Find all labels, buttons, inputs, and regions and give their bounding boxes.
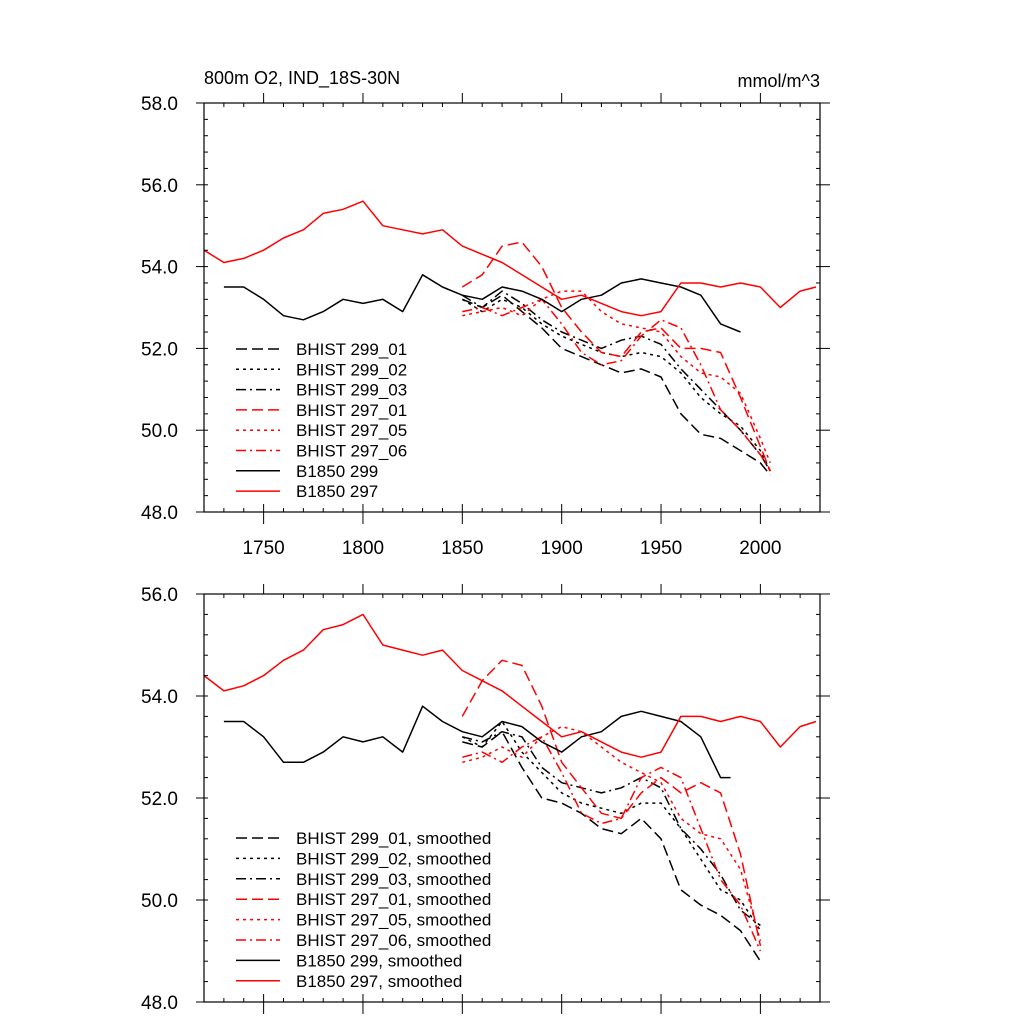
series-layer (203, 200, 817, 476)
legend-label: BHIST 299_01 (296, 340, 407, 359)
legend-label: BHIST 299_02 (296, 360, 407, 379)
y-tick-label: 48.0 (141, 993, 178, 1014)
legend-label: B1850 297, smoothed (296, 972, 462, 991)
y-tick-label: 54.0 (141, 258, 178, 279)
legend-label: B1850 299 (296, 462, 378, 481)
y-tick-label: 54.0 (141, 687, 178, 708)
x-tick-label: 1850 (441, 538, 483, 559)
y-tick-label: 52.0 (141, 339, 178, 360)
x-tick-label: 1750 (242, 538, 284, 559)
x-tick-label: 1900 (541, 538, 583, 559)
plot-frame (203, 102, 821, 513)
legend-label: BHIST 297_01 (296, 401, 407, 420)
series-line-6 (462, 298, 771, 472)
series-line-1 (462, 730, 762, 962)
y-tick-label: 56.0 (141, 585, 178, 606)
series-line-4 (461, 659, 762, 947)
plot-frame (203, 593, 821, 1003)
series-line-6 (462, 736, 762, 952)
legend-label: BHIST 299_03, smoothed (296, 870, 491, 889)
series-line-5 (462, 290, 771, 464)
chart-title: 800m O2, IND_18S-30N (204, 68, 400, 89)
series-line-7 (223, 705, 731, 779)
bottom-panel: 48.0 50.0 52.0 54.0 56.0 BHIST 299_01, smoot… (141, 584, 830, 1014)
series-line-8 (203, 613, 817, 758)
series-layer (203, 613, 817, 962)
legend-label: B1850 299, smoothed (296, 951, 462, 970)
y-tick-label: 52.0 (141, 789, 178, 810)
legend-label: BHIST 299_01, smoothed (296, 829, 491, 848)
y-tick-label: 50.0 (141, 421, 178, 442)
legend-label: BHIST 297_05, smoothed (296, 911, 491, 930)
x-tick-label: 2000 (739, 538, 781, 559)
series-line-4 (461, 241, 771, 472)
legend-label: BHIST 297_05 (296, 421, 407, 440)
series-line-7 (223, 274, 741, 333)
top-panel: 800m O2, IND_18S-30N mmol/m^3 1750 1800 18… (141, 68, 830, 559)
legend-label: BHIST 299_02, smoothed (296, 849, 491, 868)
series-line-3 (461, 290, 771, 472)
units-label: mmol/m^3 (738, 71, 820, 91)
x-tick-label: 1800 (342, 538, 384, 559)
legend-label: B1850 297 (296, 482, 378, 501)
y-tick-label: 48.0 (141, 503, 178, 524)
x-tick-label: 1950 (640, 538, 682, 559)
y-tick-label: 56.0 (141, 176, 178, 197)
axis-layer: 48.0 50.0 52.0 54.0 56.0 (141, 584, 830, 1014)
legend-label: BHIST 297_01, smoothed (296, 890, 491, 909)
series-line-8 (203, 200, 817, 317)
series-line-3 (462, 730, 761, 927)
series-line-1 (462, 294, 771, 476)
legend-label: BHIST 297_06, smoothed (296, 931, 491, 950)
legend-label: BHIST 299_03 (296, 381, 407, 400)
legend-label: BHIST 297_06 (296, 442, 407, 461)
series-line-2 (461, 720, 762, 932)
axis-layer: 1750 1800 1850 1900 1950 2000 48.0 50.0 52.0 54.0… (141, 93, 830, 559)
y-tick-label: 58.0 (141, 94, 178, 115)
y-tick-label: 50.0 (141, 891, 178, 912)
